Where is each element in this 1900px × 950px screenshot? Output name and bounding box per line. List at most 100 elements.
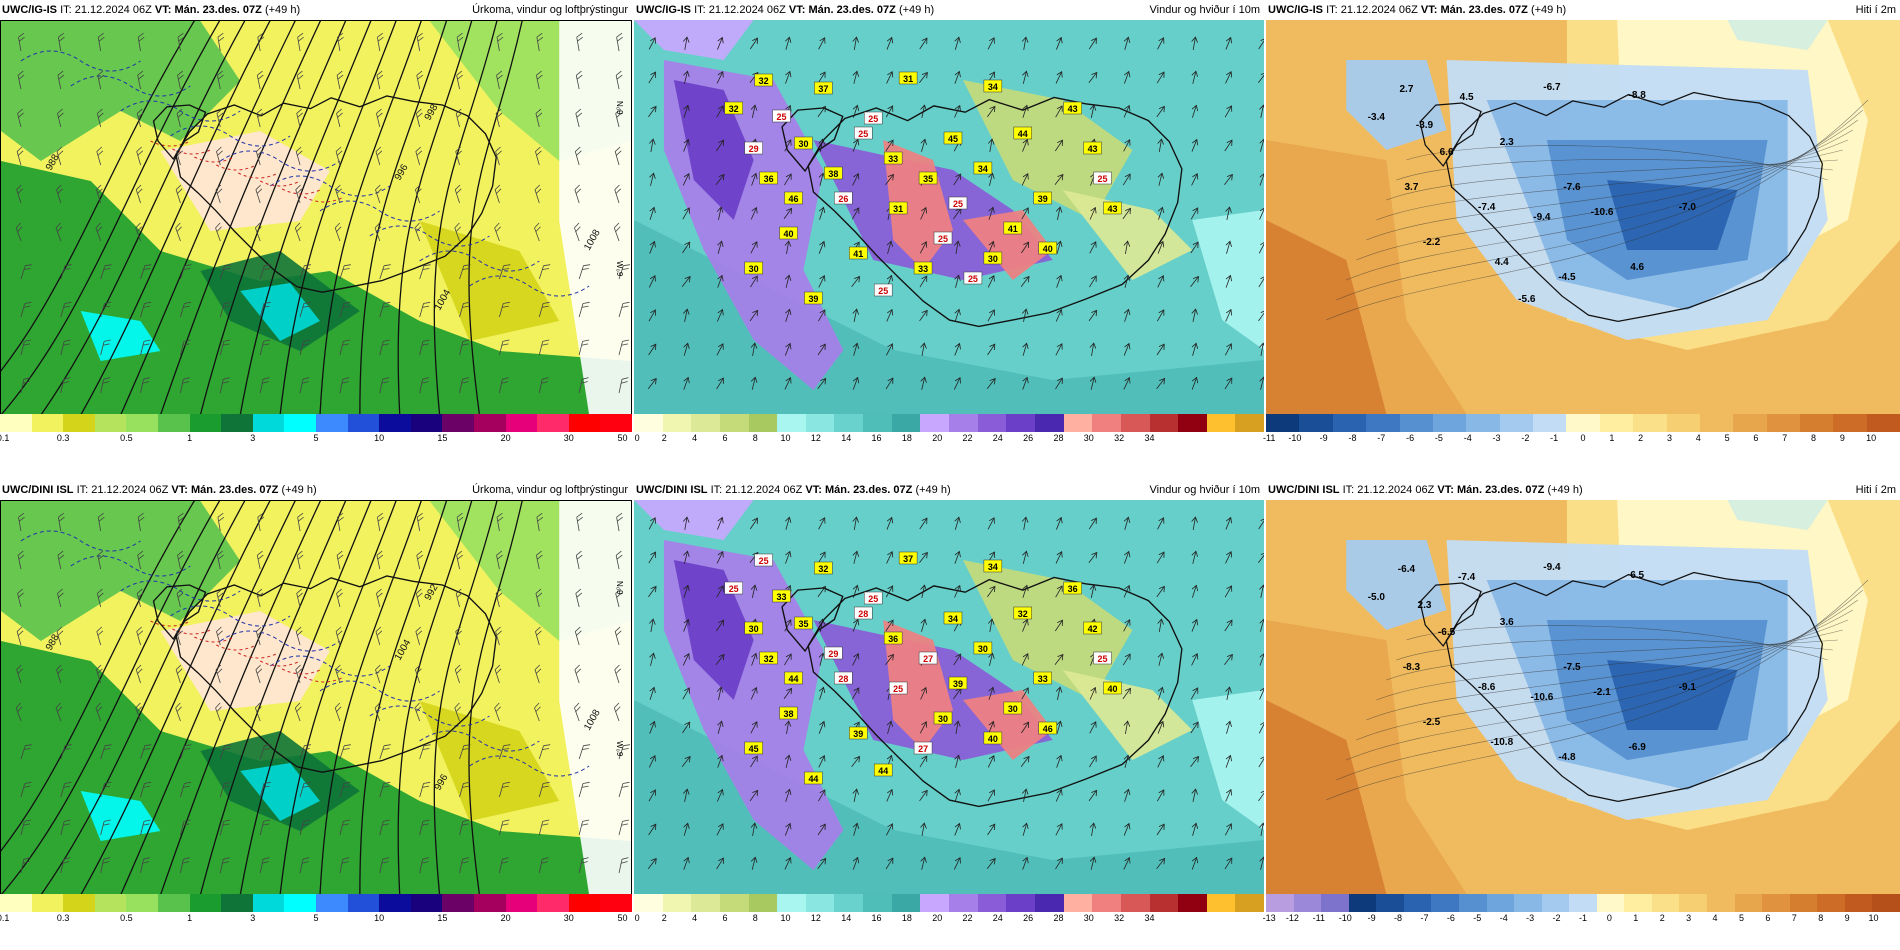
colorbar-tick-label: 32: [1114, 433, 1125, 443]
gust-label: 44: [804, 771, 823, 785]
wind-barb-icon: [459, 744, 471, 760]
longitude-label: W₀9: [615, 261, 624, 277]
svg-text:43: 43: [1107, 204, 1117, 214]
wind-barb-icon: [376, 70, 384, 90]
wind-arrow-icon: [852, 308, 860, 322]
colorbar-tick-label: 8: [752, 913, 758, 923]
gust-label: 31: [888, 201, 908, 215]
svg-text:44: 44: [789, 674, 799, 684]
isotherm-line: [1326, 99, 1869, 321]
freezing-level-contour: [303, 676, 345, 683]
colorbar-swatch: [1403, 894, 1432, 912]
colorbar-swatch: [691, 414, 720, 432]
wind-arrow-icon: [1191, 376, 1199, 390]
wind-barb-icon: [219, 301, 231, 318]
meta-vt-label: VT:: [1420, 4, 1438, 16]
colorbar-swatch: [1034, 894, 1064, 912]
colorbar-swatch: [920, 414, 950, 432]
wind-arrow-icon: [1021, 36, 1029, 50]
wind-arrow-icon: [750, 275, 758, 288]
wind-arrow-icon: [953, 173, 962, 186]
wind-arrow-icon: [717, 754, 724, 768]
wind-arrow-icon: [682, 36, 690, 50]
meta-lead: (+49 h): [898, 4, 935, 16]
wind-barb-icon: [618, 301, 630, 318]
colorbar-swatch: [94, 414, 127, 432]
wind-speed-area: [673, 80, 754, 220]
wind-arrow-icon: [649, 206, 656, 220]
svg-text:31: 31: [903, 74, 913, 84]
svg-text:25: 25: [1098, 654, 1108, 664]
wind-speed-area: [1062, 190, 1193, 280]
temperature-area: [1727, 500, 1828, 530]
wind-arrow-icon: [987, 517, 995, 530]
colorbar-tick-label: 30: [1083, 433, 1094, 443]
svg-text:25: 25: [1098, 174, 1108, 184]
wind-arrow-icon: [1157, 172, 1165, 186]
wind-arrow-icon: [1258, 241, 1264, 254]
wind-barb-icon: [17, 550, 25, 570]
colorbar-swatch: [634, 414, 663, 432]
isobar-line: [239, 501, 372, 895]
colorbar-tick-label: 0.3: [56, 913, 70, 923]
svg-text:39: 39: [953, 679, 963, 689]
svg-text:43: 43: [1088, 144, 1098, 154]
svg-text:43: 43: [1068, 104, 1078, 114]
wind-arrow-icon: [716, 343, 724, 356]
colorbar-swatch: [568, 414, 601, 432]
wind-arrow-icon: [1191, 342, 1199, 356]
gust-label: 32: [759, 651, 778, 665]
colorbar-swatch: [1120, 414, 1150, 432]
wind-barb-icon: [495, 146, 502, 166]
colorbar-tick-label: 24: [992, 913, 1003, 923]
wind-arrow-icon: [683, 550, 690, 564]
wind-barb-icon: [416, 512, 424, 532]
wind-barb-icon: [455, 146, 462, 166]
wind-arrow-icon: [1191, 550, 1198, 564]
colorbar-tick-label: 8: [1811, 433, 1817, 443]
meta-vt-label: VT:: [1437, 484, 1454, 496]
wind-arrow-icon: [818, 240, 826, 254]
temperature-label: -10.8: [1490, 737, 1513, 748]
wind-barb-icon: [135, 664, 143, 684]
wind-barb-icon: [256, 550, 264, 570]
wind-arrow-icon: [649, 652, 656, 666]
wind-barb-icon: [215, 222, 222, 242]
colorbar-swatch: [410, 894, 443, 912]
svg-text:33: 33: [918, 264, 928, 274]
wind-barb-icon: [140, 264, 152, 280]
wind-arrow-icon: [1122, 653, 1131, 666]
wind-arrow-icon: [648, 37, 656, 50]
gust-label: 32: [814, 561, 833, 575]
colorbar-tick-label: 10: [374, 433, 385, 443]
wind-arrow-icon: [1225, 274, 1232, 288]
colorbar-swatch: [31, 894, 64, 912]
wind-barb-icon: [538, 857, 549, 874]
gust-label: 41: [849, 246, 868, 260]
panel-header: UWC/IG-IS IT: 21.12.2024 06Z VT: Mán. 23…: [0, 0, 632, 20]
meta-init: 21.12.2024 06Z: [708, 4, 786, 16]
gust-label: 35: [918, 171, 938, 185]
colorbar-tick-label: 20: [932, 433, 943, 443]
wind-barb-icon: [334, 702, 342, 722]
wind-arrow-icon: [1123, 822, 1131, 836]
wind-barb-icon: [176, 588, 184, 608]
colorbar-tick-label: -3: [1526, 913, 1535, 923]
wind-arrow-icon: [716, 619, 725, 632]
wind-arrow-icon: [1054, 653, 1064, 665]
wind-barb-icon: [459, 301, 471, 318]
wind-barb-icon: [100, 339, 111, 356]
wind-arrow-icon: [784, 720, 792, 734]
wind-barb-icon: [379, 264, 391, 280]
wind-arrow-icon: [1157, 37, 1165, 50]
wind-arrow-icon: [1224, 823, 1233, 836]
temperature-contour: [170, 605, 291, 627]
gust-label: 25: [1093, 651, 1112, 665]
wind-barb-icon: [535, 626, 542, 646]
colorbar-tick-label: 2: [661, 433, 667, 443]
wind-barb-icon: [618, 781, 630, 798]
wind-arrow-icon: [1055, 377, 1063, 390]
wind-barb-icon: [217, 550, 224, 570]
wind-arrow-icon: [1224, 105, 1233, 118]
wind-barb-icon: [459, 857, 470, 874]
